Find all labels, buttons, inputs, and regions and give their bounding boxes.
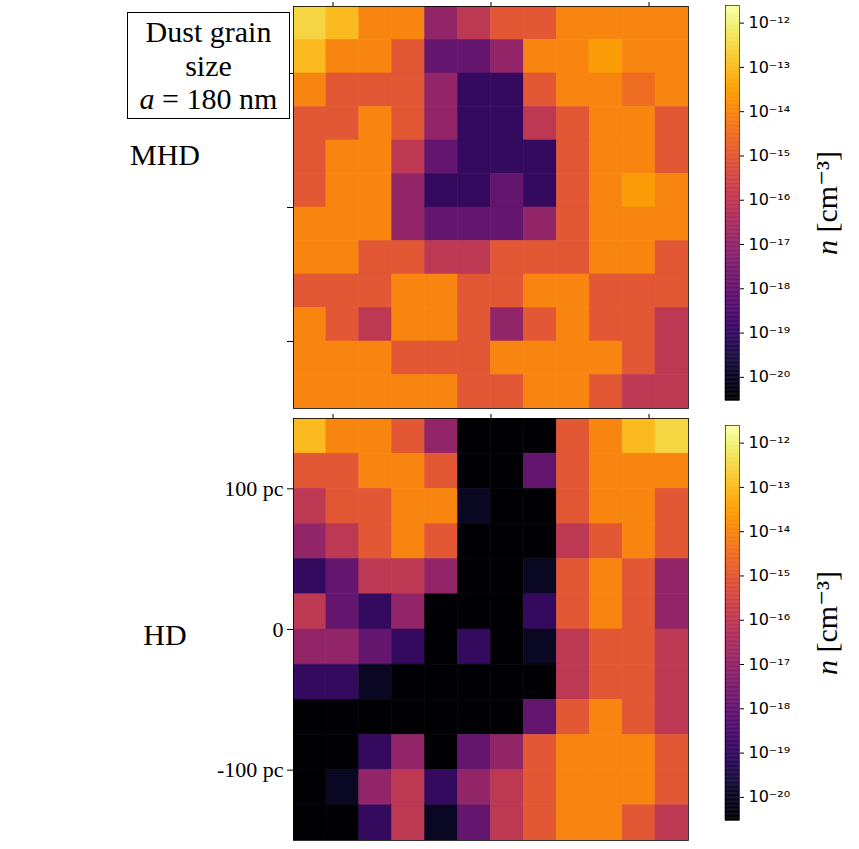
svg-text:10⁻¹³: 10⁻¹³: [749, 478, 791, 497]
svg-text:10⁻¹⁷: 10⁻¹⁷: [749, 655, 791, 674]
svg-text:10⁻²⁰: 10⁻²⁰: [749, 367, 791, 386]
html-text:HD: HD: [143, 618, 187, 651]
svg-text:10⁻¹⁶: 10⁻¹⁶: [749, 610, 791, 629]
html-text:MHD: MHD: [130, 138, 200, 171]
svg-text:10⁻¹⁵: 10⁻¹⁵: [749, 146, 791, 165]
svg-text:10⁻¹⁵: 10⁻¹⁵: [749, 566, 791, 585]
svg-text:100 pc: 100 pc: [224, 476, 284, 501]
svg-text:-100 pc: -100 pc: [217, 757, 284, 782]
html-text:Dust grain size: Dust grain size: [145, 15, 272, 82]
svg-text:10⁻¹²: 10⁻¹²: [749, 13, 791, 32]
svg-text:10⁻¹²: 10⁻¹²: [749, 433, 791, 452]
svg-text:10⁻¹⁹: 10⁻¹⁹: [749, 743, 791, 762]
svg-text:0: 0: [273, 617, 284, 642]
svg-text:10⁻¹³: 10⁻¹³: [749, 58, 791, 77]
html-text:a = 180 nm: a = 180 nm: [139, 82, 278, 116]
svg-text:10⁻¹⁹: 10⁻¹⁹: [749, 323, 791, 342]
svg-text:10⁻¹⁸: 10⁻¹⁸: [749, 279, 791, 298]
html-text:[cm⁻³]: [cm⁻³]: [809, 150, 843, 240]
html-text:[cm⁻³]: [cm⁻³]: [809, 570, 843, 660]
svg-text:10⁻¹⁴: 10⁻¹⁴: [749, 102, 791, 121]
html-text:n: n: [809, 239, 843, 255]
svg-text:10⁻¹⁴: 10⁻¹⁴: [749, 522, 791, 541]
html-text:n: n: [809, 659, 843, 675]
svg-text:10⁻¹⁷: 10⁻¹⁷: [749, 235, 791, 254]
svg-text:10⁻²⁰: 10⁻²⁰: [749, 787, 791, 806]
svg-text:10⁻¹⁶: 10⁻¹⁶: [749, 190, 791, 209]
svg-text:10⁻¹⁸: 10⁻¹⁸: [749, 699, 791, 718]
